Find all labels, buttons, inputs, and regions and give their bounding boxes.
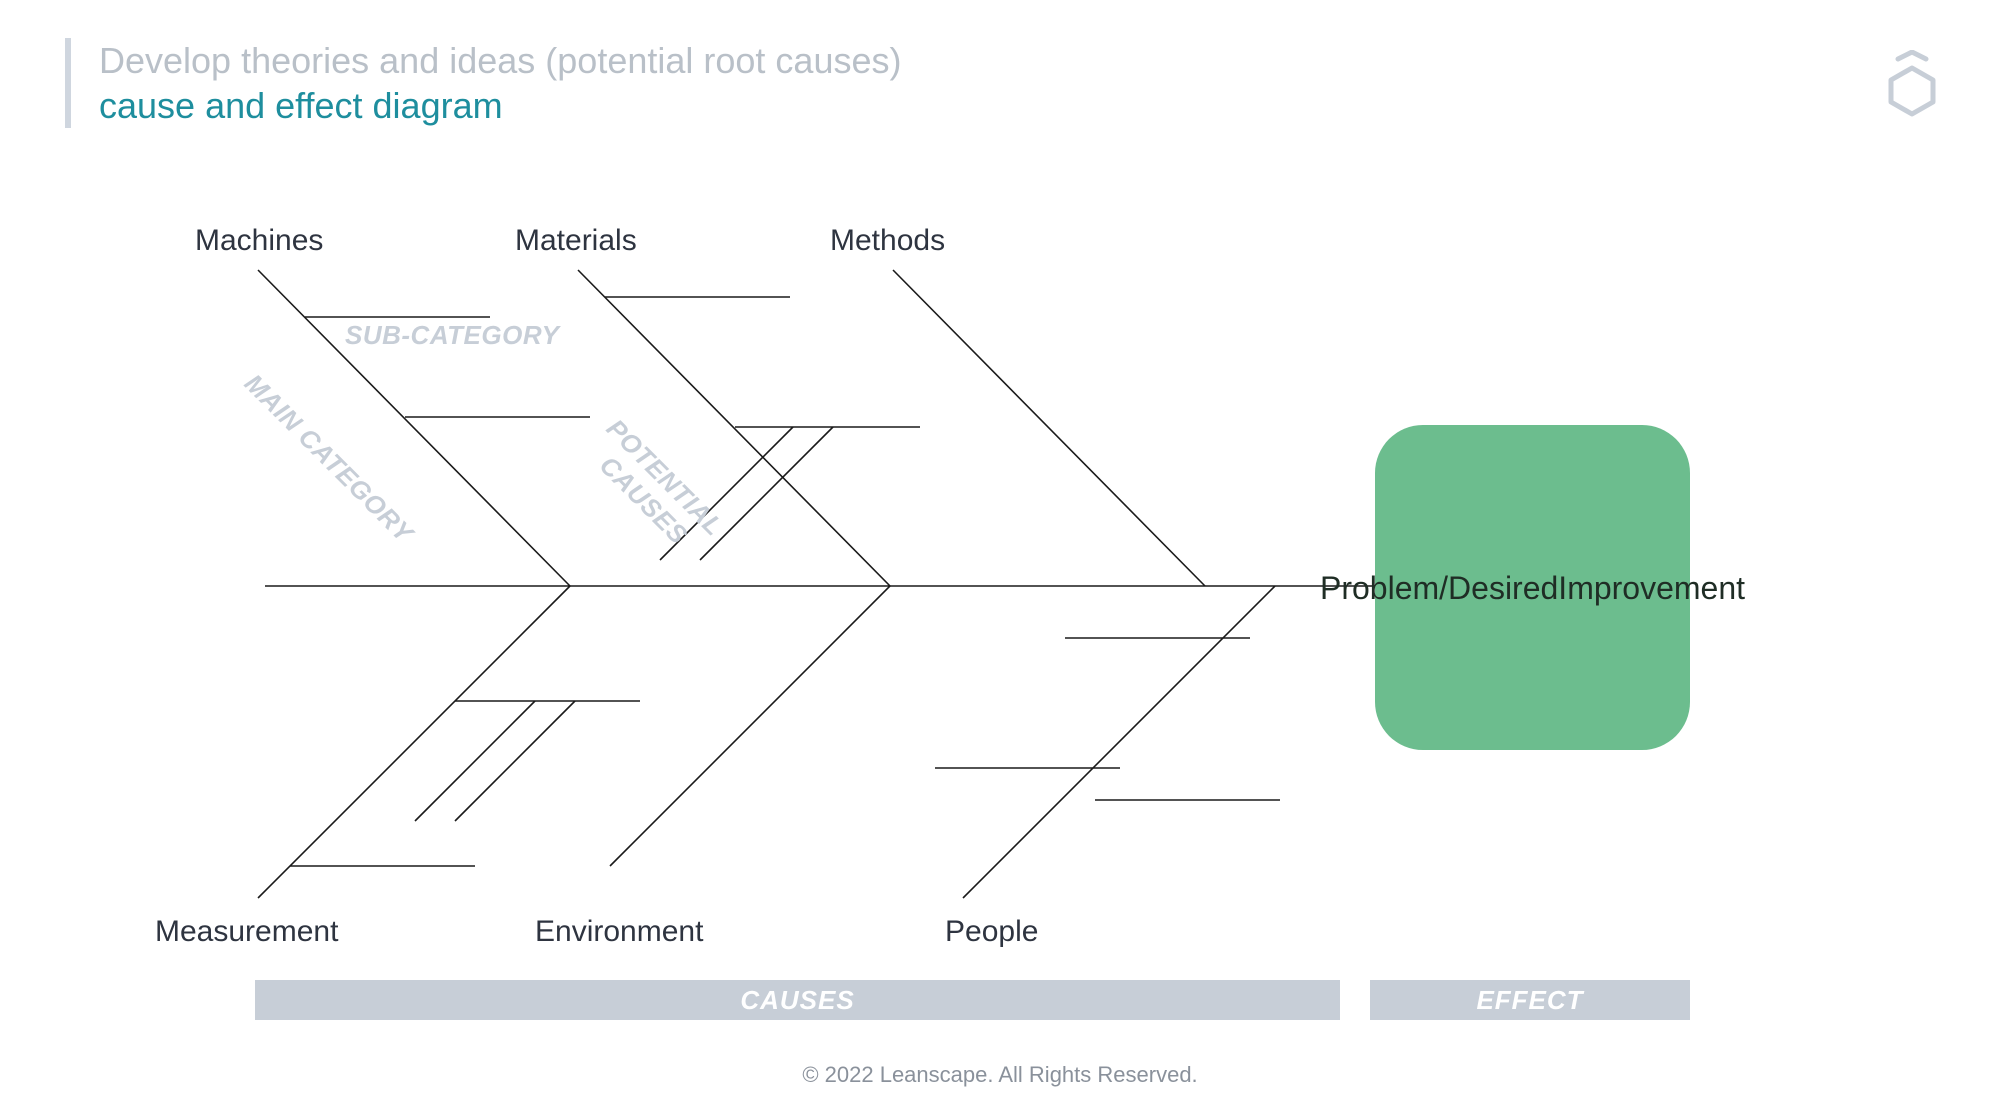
effect-box: Problem/DesiredImprovement <box>1375 425 1690 750</box>
effect-text-line: Problem/ <box>1320 568 1448 608</box>
category-label: Methods <box>830 224 945 258</box>
category-label: Machines <box>195 224 323 258</box>
effect-text-line: Improvement <box>1558 568 1745 608</box>
copyright-footer: © 2022 Leanscape. All Rights Reserved. <box>0 1062 2000 1088</box>
effect-text-line: Desired <box>1448 568 1558 608</box>
category-label: Materials <box>515 224 637 258</box>
diagram-annotation: SUB-CATEGORY <box>345 320 560 351</box>
category-label: People <box>945 915 1038 949</box>
category-label: Measurement <box>155 915 338 949</box>
causes-band: CAUSES <box>255 980 1340 1020</box>
fishbone-diagram: Machines Materials Methods Measurement Envir… <box>0 0 2000 1120</box>
effect-band: EFFECT <box>1370 980 1690 1020</box>
category-label: Environment <box>535 915 703 949</box>
